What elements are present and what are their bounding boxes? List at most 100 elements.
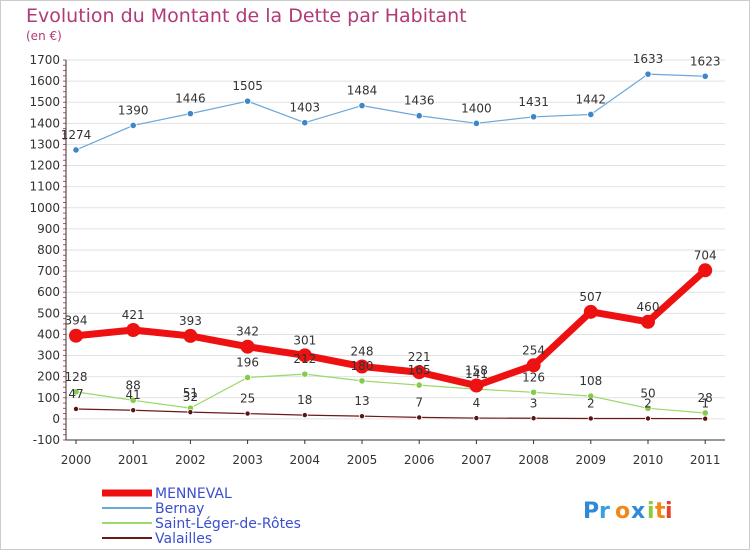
axes: -100 0 100 200 300 400 500 600 700 800 900 1000 1100… [29,53,725,467]
point-menneval [355,359,369,374]
point-valailles [702,415,709,422]
point-menneval [297,348,312,363]
data-label: 1442 [576,92,607,106]
data-label: 704 [694,248,717,262]
logo-letter: o [615,499,630,524]
y-tick-label: 300 [37,349,60,363]
point-valailles [187,409,194,416]
point-menneval [583,304,598,319]
point-menneval [69,328,83,343]
logo-letter: x [631,499,645,524]
data-label: 25 [240,392,255,406]
point-saint-l-ger-de-r-tes [415,381,423,389]
data-label: 158 [465,364,488,378]
point-bernay [529,113,538,121]
data-label: 7 [415,395,423,409]
point-saint-l-ger-de-r-tes [72,388,80,396]
x-tick-label: 2001 [118,453,149,467]
point-menneval [240,339,255,354]
data-label: 421 [122,308,145,322]
logo-letter: t [655,499,666,524]
point-valailles [358,413,365,420]
data-label: 141 [465,367,488,381]
y-tick-label: 1600 [29,74,60,88]
data-label: 1484 [347,84,378,98]
data-label: 32 [183,390,198,404]
y-tick-label: -100 [33,433,60,447]
data-label: 301 [293,333,316,347]
point-valailles [130,407,137,414]
data-label: 50 [640,386,655,400]
x-tick-label: 2002 [175,453,206,467]
series-line-bernay [75,73,706,151]
y-tick-label: 1700 [29,53,60,67]
data-label: 41 [126,388,141,402]
series-line-menneval [72,266,709,390]
point-bernay [358,102,366,110]
data-label: 13 [354,394,369,408]
y-tick-label: 100 [37,391,60,405]
point-valailles [416,414,423,421]
point-valailles [530,415,537,422]
logo-letter: P [583,499,599,524]
y-tick-label: 1000 [29,201,60,215]
data-label: 507 [579,290,602,304]
y-tick-label: 1200 [29,159,60,173]
y-tick-label: 400 [37,327,60,341]
point-menneval [526,358,541,373]
y-tick-label: 1400 [29,116,60,130]
data-label: 108 [579,374,602,388]
point-saint-l-ger-de-r-tes [529,388,538,396]
x-tick-label: 2010 [633,453,664,467]
y-tick-label: 900 [37,222,60,236]
data-label: 180 [351,359,374,373]
y-tick-label: 600 [37,285,60,299]
legend-label-valailles: Valailles [155,531,212,547]
data-label: 165 [408,363,431,377]
point-menneval [126,323,141,338]
point-valailles [301,412,308,419]
data-label: 2 [644,396,652,410]
point-bernay [644,70,652,78]
data-label: 1400 [461,101,492,115]
x-tick-label: 2007 [461,453,492,467]
x-tick-label: 2004 [290,453,321,467]
y-tick-label: 700 [37,264,60,278]
data-label: 2 [587,396,595,410]
chart-title: Evolution du Montant de la Dette par Hab… [26,5,467,27]
data-label: 47 [68,387,83,401]
legend: MENNEVALBernaySaint-Léger-de-RôtesValail… [102,486,301,547]
data-label: 254 [522,343,545,357]
point-bernay [72,146,80,154]
y-tick-label: 500 [37,306,60,320]
logo-letter: i [665,499,673,524]
point-menneval [698,263,713,278]
legend-label-bernay: Bernay [155,501,204,517]
data-label: 18 [297,393,312,407]
point-saint-l-ger-de-r-tes [129,396,137,404]
data-label: 342 [236,325,259,339]
point-saint-l-ger-de-r-tes [644,404,652,412]
data-label: 1623 [690,54,721,68]
data-label: 1390 [118,103,149,117]
data-label: 88 [126,378,141,392]
data-label: 51 [183,386,198,400]
data-label: 394 [65,314,88,328]
point-valailles [73,405,80,412]
point-saint-l-ger-de-r-tes [301,370,309,378]
point-saint-l-ger-de-r-tes [587,392,595,400]
data-label: 212 [293,352,316,366]
data-label: 128 [65,370,88,384]
y-tick-label: 0 [52,412,60,426]
point-menneval [412,365,427,380]
legend-label-saint-l-ger-de-r-tes: Saint-Léger-de-Rôtes [155,516,301,532]
data-label: 1436 [404,94,435,108]
x-tick-label: 2008 [518,453,549,467]
y-tick-label: 1100 [29,180,60,194]
series-line-valailles [75,408,706,420]
legend-label-menneval: MENNEVAL [155,486,232,502]
point-bernay [415,112,423,120]
